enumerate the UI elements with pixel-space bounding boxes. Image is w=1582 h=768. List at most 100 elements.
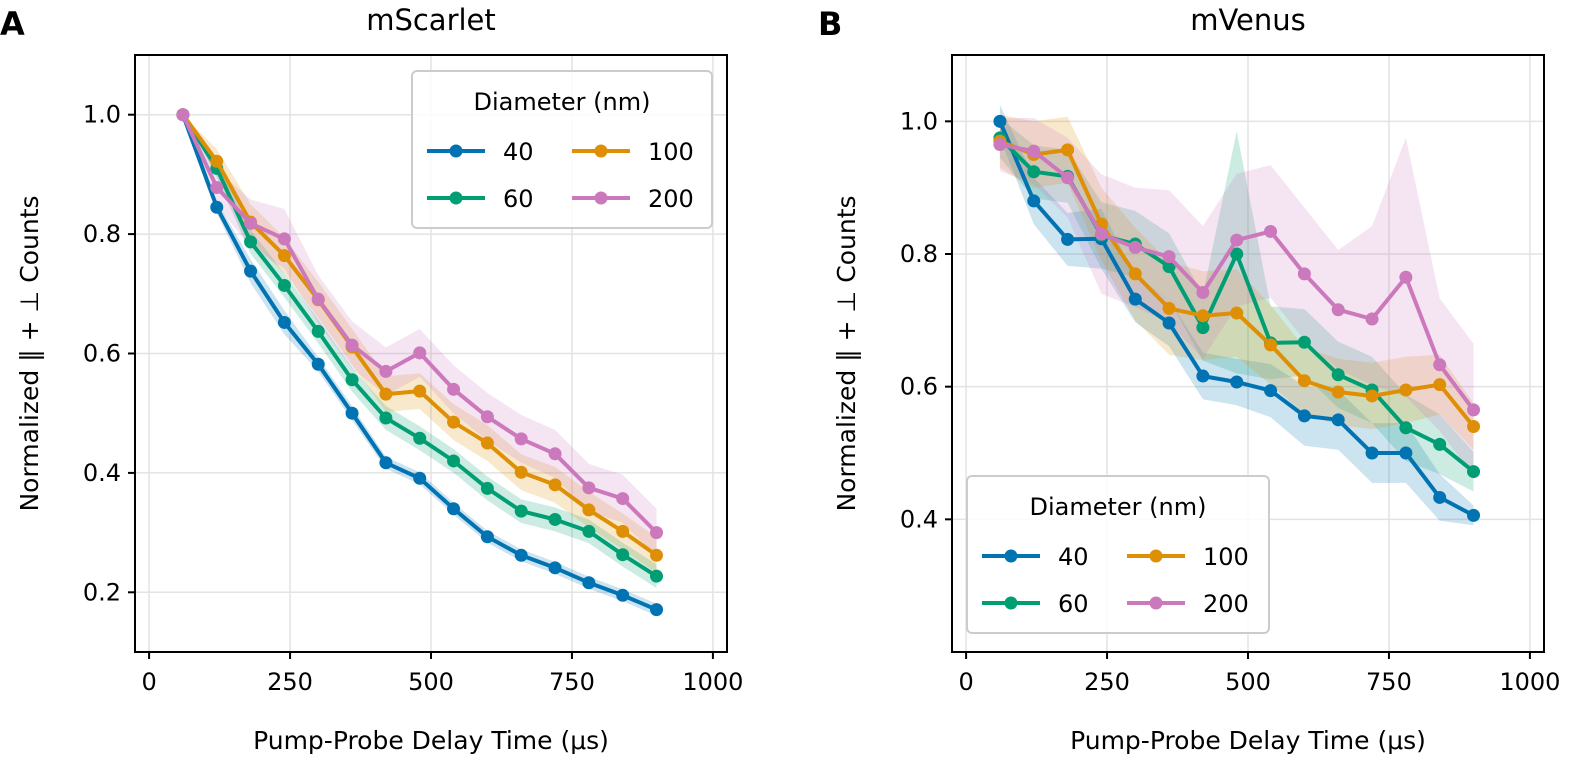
point-40 (1061, 232, 1075, 246)
point-100 (514, 465, 528, 479)
point-40 (1297, 409, 1311, 423)
legend: Diameter (nm) 40 60 100 200 (966, 475, 1270, 634)
point-200 (413, 346, 427, 360)
point-40 (1128, 292, 1142, 306)
point-100 (1196, 309, 1210, 323)
point-100 (480, 436, 494, 450)
point-60 (1230, 247, 1244, 261)
series-100 (176, 108, 664, 562)
band-60 (999, 118, 1474, 492)
point-200 (1061, 171, 1075, 185)
point-60 (413, 431, 427, 445)
confidence-bands (999, 104, 1474, 526)
point-200 (1094, 227, 1108, 241)
point-60 (514, 504, 528, 518)
point-200 (1399, 270, 1413, 284)
point-40 (650, 603, 664, 617)
point-40 (447, 502, 461, 516)
point-200 (1128, 240, 1142, 254)
band-200 (999, 118, 1474, 477)
panel-a: 0 250 500 750 1000 0.2 0.4 0.6 0.8 1.0 Pump-Probe … (0, 3, 743, 755)
legend-label-100: 100 (1203, 543, 1249, 571)
y-tick-label: 0.8 (900, 240, 938, 268)
point-40 (1027, 194, 1041, 208)
legend-marker-200 (594, 191, 608, 205)
point-40 (277, 315, 291, 329)
y-tick-label: 0.6 (900, 373, 938, 401)
point-40 (1399, 446, 1413, 460)
point-200 (244, 216, 258, 230)
point-40 (379, 456, 393, 470)
y-tick-label: 0.4 (83, 459, 121, 487)
point-200 (1027, 144, 1041, 158)
x-tick-label: 0 (141, 668, 156, 696)
legend-item-100: 100 (1127, 543, 1249, 571)
point-40 (1162, 316, 1176, 330)
point-40 (1467, 508, 1481, 522)
series-200 (993, 138, 1481, 417)
legend-title: Diameter (nm) (474, 88, 651, 116)
x-tick-label: 250 (1084, 668, 1130, 696)
point-200 (1331, 303, 1345, 317)
point-40 (1264, 384, 1278, 398)
point-40 (1365, 446, 1379, 460)
point-100 (210, 154, 224, 168)
point-40 (1331, 413, 1345, 427)
point-200 (514, 432, 528, 446)
point-200 (1365, 312, 1379, 326)
point-60 (1162, 260, 1176, 274)
x-tick-label: 0 (958, 668, 973, 696)
point-60 (480, 481, 494, 495)
x-tick-label: 1000 (682, 668, 743, 696)
y-tick-label: 1.0 (83, 101, 121, 129)
legend-label-100: 100 (648, 138, 694, 166)
point-100 (1264, 338, 1278, 352)
point-40 (345, 406, 359, 420)
point-40 (514, 548, 528, 562)
band-100 (999, 114, 1474, 450)
chart-title: mScarlet (366, 3, 496, 37)
chart-title: mVenus (1190, 3, 1306, 37)
point-40 (1196, 369, 1210, 383)
legend-label-40: 40 (503, 138, 534, 166)
point-60 (1433, 437, 1447, 451)
band-60 (182, 114, 657, 589)
series-100 (993, 134, 1481, 433)
point-60 (1399, 421, 1413, 435)
point-200 (1467, 403, 1481, 417)
point-60 (311, 324, 325, 338)
legend-item-40: 40 (427, 138, 534, 166)
legend-marker-100 (594, 144, 608, 158)
point-40 (1433, 490, 1447, 504)
y-tick-label: 1.0 (900, 107, 938, 135)
point-200 (1196, 285, 1210, 299)
point-200 (480, 410, 494, 424)
point-100 (1061, 143, 1075, 157)
point-200 (582, 481, 596, 495)
point-200 (548, 447, 562, 461)
point-40 (210, 200, 224, 214)
point-60 (1297, 335, 1311, 349)
point-100 (1365, 389, 1379, 403)
x-tick-label: 750 (549, 668, 595, 696)
band-40 (999, 104, 1474, 526)
legend-marker-40 (1004, 549, 1018, 563)
legend-marker-100 (1149, 549, 1163, 563)
point-200 (447, 382, 461, 396)
panel-letter: A (0, 5, 25, 43)
point-100 (413, 384, 427, 398)
legend-item-200: 200 (572, 185, 694, 213)
point-60 (345, 373, 359, 387)
point-200 (277, 232, 291, 246)
y-axis-label: Normalized ‖ + ⊥ Counts (832, 195, 861, 511)
x-tick-label: 750 (1366, 668, 1412, 696)
point-100 (650, 548, 664, 562)
panel-b: 0 250 500 750 1000 0.4 0.6 0.8 1.0 Pump-Probe Del… (818, 3, 1560, 755)
legend-title: Diameter (nm) (1030, 493, 1207, 521)
y-tick-label: 0.4 (900, 505, 938, 533)
point-200 (1264, 224, 1278, 238)
series-200 (176, 108, 664, 540)
point-200 (650, 526, 664, 540)
legend-box (411, 70, 713, 229)
